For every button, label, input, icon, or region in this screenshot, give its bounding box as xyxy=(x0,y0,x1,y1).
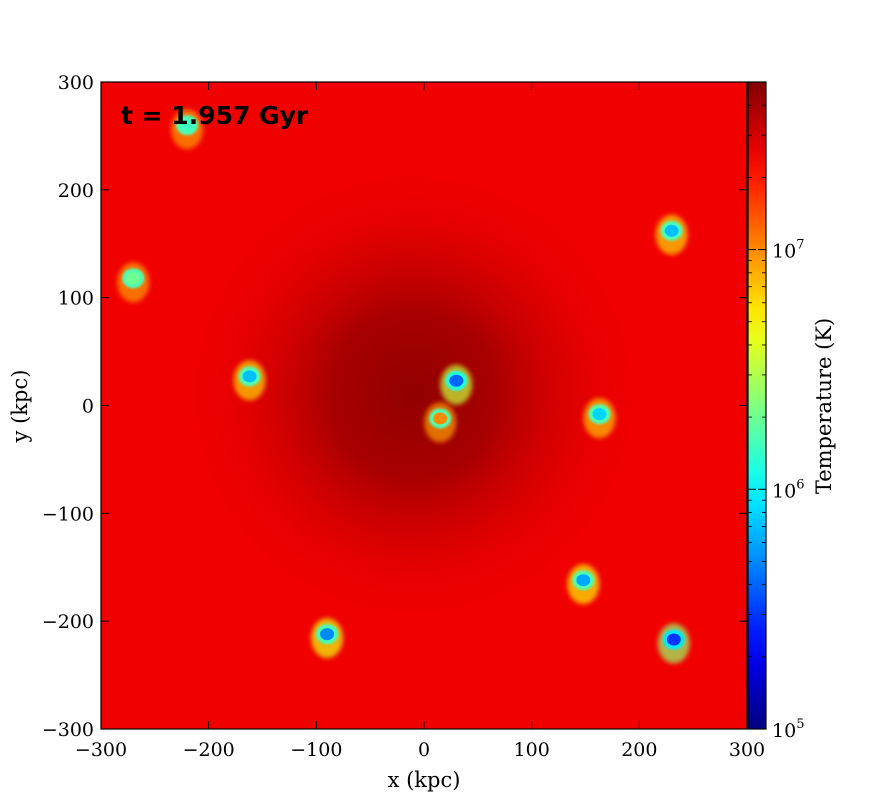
cold-clump xyxy=(567,564,600,605)
cold-clump xyxy=(657,623,690,664)
cold-clump xyxy=(311,618,344,659)
cold-clump xyxy=(583,398,616,439)
cold-clump xyxy=(117,262,150,303)
x-tick-label: −300 xyxy=(75,739,127,761)
clump-core xyxy=(592,408,607,421)
cold-clump xyxy=(440,364,473,405)
x-axis-label: x (kpc) xyxy=(388,768,461,792)
clump-core xyxy=(126,272,141,285)
y-tick-label: −300 xyxy=(42,719,94,741)
time-annotation: t = 1.957 Gyr xyxy=(121,101,309,130)
cold-clump xyxy=(233,360,266,401)
x-tick-label: 0 xyxy=(418,739,430,761)
temperature-map xyxy=(101,82,747,729)
cold-clump xyxy=(424,402,457,443)
clump-core xyxy=(664,224,679,237)
axis-ticks: −300 −200 −100 0 100 200 300 −300 −200 −100 0 100 20… xyxy=(42,72,765,761)
clump-core xyxy=(180,119,195,132)
colorbar-tick-label: 107 xyxy=(772,238,804,263)
y-tick-label: 100 xyxy=(58,288,94,310)
clump-core xyxy=(449,374,464,387)
x-tick-label: −100 xyxy=(290,739,342,761)
y-tick-label: 0 xyxy=(82,396,94,418)
cold-clump xyxy=(655,214,688,255)
y-tick-label: 300 xyxy=(58,72,94,94)
y-tick-label: −200 xyxy=(42,611,94,633)
colorbar: 105 106 107 Temperature (K) xyxy=(747,81,836,742)
clump-core xyxy=(433,412,448,425)
clump-core xyxy=(320,628,335,641)
colorbar-tick-label: 106 xyxy=(772,477,804,502)
colorbar-label: Temperature (K) xyxy=(812,318,836,494)
x-tick-label: 200 xyxy=(621,739,657,761)
cold-clumps xyxy=(117,109,690,664)
y-axis-label: y (kpc) xyxy=(8,370,32,444)
hot-core-region xyxy=(101,82,747,729)
clump-core xyxy=(242,370,257,383)
x-tick-label: 100 xyxy=(514,739,550,761)
x-tick-label: −200 xyxy=(183,739,235,761)
y-tick-label: −100 xyxy=(42,503,94,525)
x-tick-label: 300 xyxy=(729,739,765,761)
cold-clump xyxy=(171,109,204,150)
colorbar-ticks: 105 106 107 xyxy=(748,81,804,742)
y-tick-label: 200 xyxy=(58,180,94,202)
clump-core xyxy=(666,633,681,646)
colorbar-tick-label: 105 xyxy=(772,717,804,742)
clump-core xyxy=(576,574,591,587)
colorbar-gradient xyxy=(747,81,767,730)
